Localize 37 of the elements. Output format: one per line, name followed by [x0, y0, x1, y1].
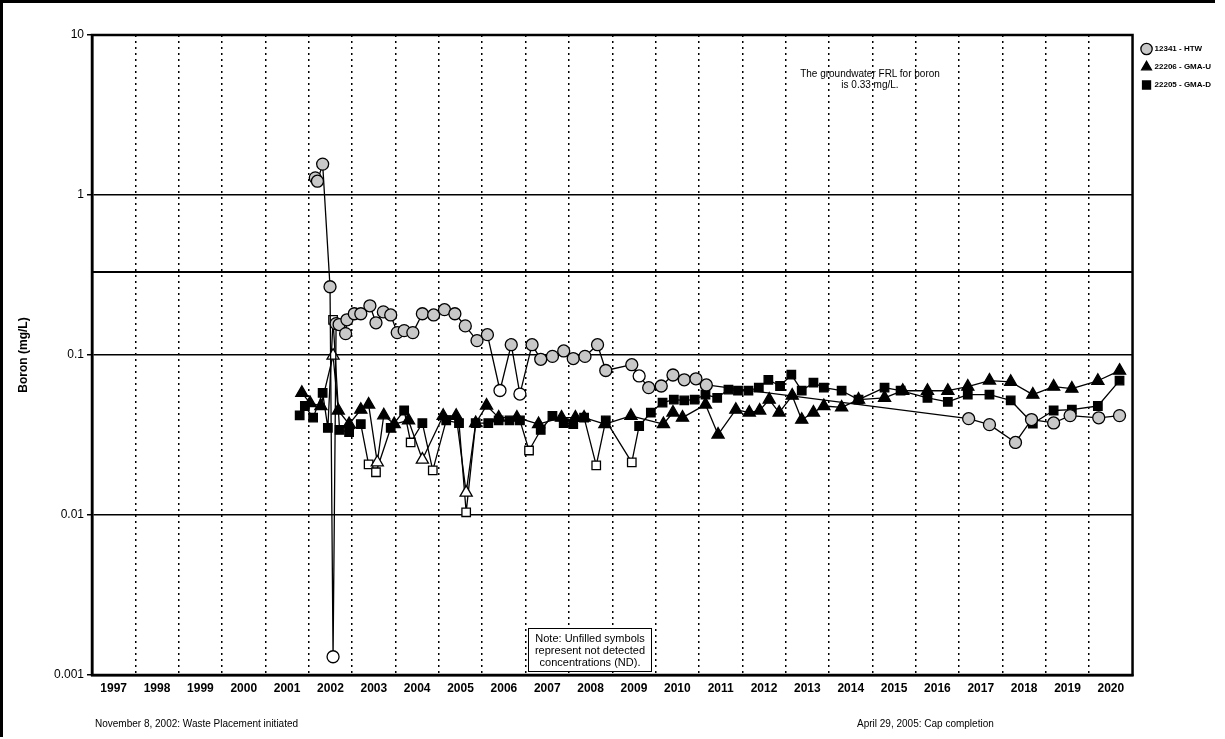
legend-label: 12341 - HTW — [1154, 44, 1203, 54]
y-tick-label: 10 — [70, 27, 85, 42]
x-tick-label: 2010 — [663, 680, 691, 695]
legend-label: 22205 - GMA-D — [1154, 80, 1212, 90]
x-tick-label: 2014 — [837, 680, 865, 695]
x-tick-label: 2009 — [620, 680, 648, 695]
y-axis-title: Boron (mg/L) — [15, 317, 30, 393]
x-tick-label: 2006 — [490, 680, 518, 695]
legend-label: 22206 - GMA-U — [1154, 62, 1212, 72]
y-tick-label: 0.01 — [60, 507, 85, 522]
x-tick-label: 2003 — [360, 680, 388, 695]
x-tick-label: 2015 — [880, 680, 908, 695]
x-tick-label: 2013 — [794, 680, 822, 695]
x-tick-label: 2000 — [230, 680, 258, 695]
x-tick-label: 2011 — [707, 680, 734, 695]
x-tick-label: 2004 — [403, 680, 431, 695]
y-tick-label: 1 — [77, 187, 85, 202]
x-tick-label: 2001 — [273, 680, 301, 695]
x-tick-label: 2020 — [1097, 680, 1125, 695]
x-tick-label: 1999 — [187, 680, 215, 695]
x-tick-label: 2012 — [750, 680, 778, 695]
x-tick-label: 2007 — [533, 680, 561, 695]
x-tick-label: 2008 — [577, 680, 605, 695]
x-tick-label: 2017 — [967, 680, 995, 695]
x-tick-label: 2018 — [1010, 680, 1038, 695]
y-tick-label: 0.001 — [53, 667, 85, 682]
x-tick-label: 2002 — [317, 680, 345, 695]
annotation: Note: Unfilled symbols represent not detected concentrations (ND). — [528, 628, 652, 672]
annotation: The groundwater FRL for boron is 0.33 mg/L. — [800, 68, 940, 90]
x-tick-label: 2005 — [447, 680, 475, 695]
x-tick-label: 1998 — [143, 680, 171, 695]
x-tick-label: 1997 — [100, 680, 128, 695]
y-tick-label: 0.1 — [67, 347, 85, 362]
text: November 8, 2002: Waste Placement initiated — [95, 718, 299, 729]
text: April 29, 2005: Cap completion — [857, 718, 994, 729]
x-tick-label: 2019 — [1054, 680, 1082, 695]
x-tick-label: 2016 — [924, 680, 952, 695]
